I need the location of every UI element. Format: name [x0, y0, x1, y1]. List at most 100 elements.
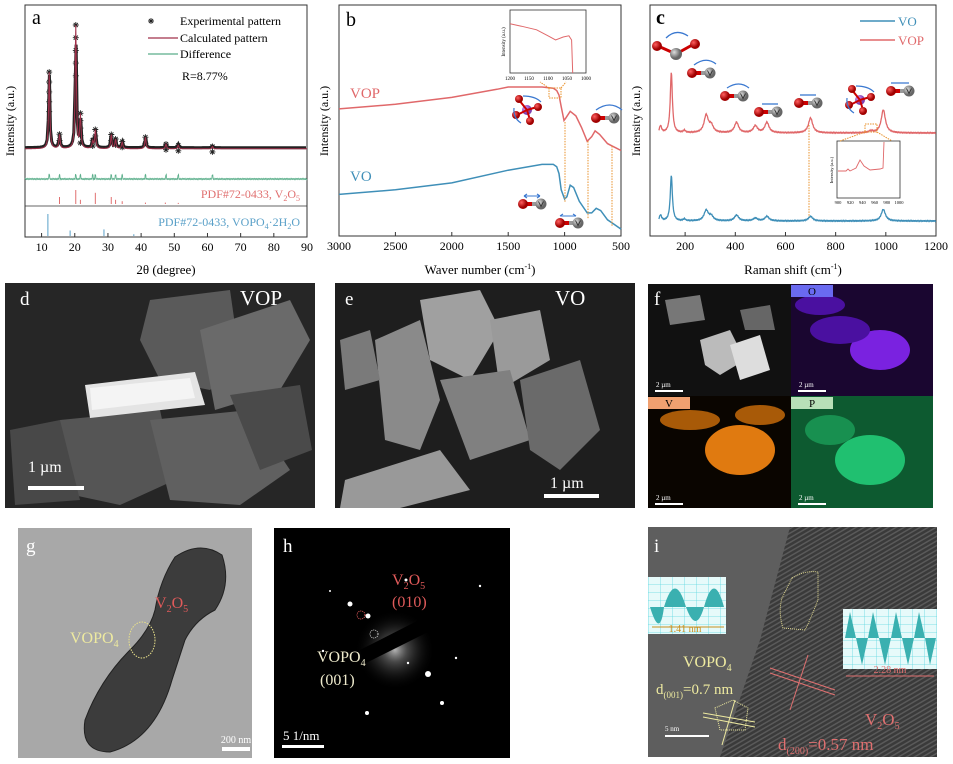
sample-label: VOP [240, 286, 282, 310]
x-tick-label: 40 [135, 240, 147, 254]
panel-e-sem-vo: e VO 1 µm [335, 283, 635, 508]
element-label-p: P [809, 398, 815, 410]
vo-bending-molecule-icon [590, 104, 623, 124]
sem-particles [10, 290, 312, 505]
legend-vo: VO [898, 14, 917, 29]
x-tick-label: 1000 [553, 239, 577, 253]
series-vo [658, 175, 937, 223]
inset-y-label: Intensity (a.u.) [502, 27, 507, 57]
vo-molecule-icon-5 [885, 82, 915, 97]
inset-ftir: 1200 1150 1100 1050 1000 Intensity (a.u.) [502, 9, 592, 99]
panel-d-sem-vop: d VOP 1 µm [5, 283, 315, 508]
inset-vop-line [509, 23, 574, 74]
vopo4-period-label: 1.41 nm [669, 624, 702, 635]
vopo4-label: VOPO4 [70, 630, 119, 650]
scale-bar [544, 494, 599, 498]
beam-stopper [360, 617, 428, 664]
inset-x-tick-label: 900 [835, 200, 843, 205]
sem-image: f 2 µm [648, 284, 791, 396]
inset-x-tick-label: 980 [883, 200, 891, 205]
legend-difference: Difference [180, 47, 231, 61]
series-label-vo: VO [350, 169, 372, 185]
scale-bar [282, 745, 324, 748]
guide-lines [564, 122, 613, 226]
series-label-vop: VOP [350, 86, 380, 102]
element-badge-p [791, 397, 833, 409]
vo-stretching-molecule-icon-1 [517, 193, 547, 210]
diffraction-spots [321, 578, 482, 715]
v2o5-label: V2O5 [155, 595, 188, 615]
v2o5-label: V2O5 [865, 710, 900, 732]
v2o5-d-spacing: d(200)=0.57 nm [778, 735, 873, 757]
panel-label-e: e [345, 289, 353, 310]
v2o5-label: V2O5 [392, 572, 425, 592]
y-axis-label: Intensity (a.u.) [317, 86, 331, 156]
scale-bar [665, 735, 709, 737]
x-tick-label: 1000 [874, 239, 898, 253]
vopo4-d-spacing: d(001)=0.7 nm [656, 682, 733, 700]
difference-line [24, 173, 308, 182]
legend: Experimental pattern Calculated pattern … [147, 14, 281, 83]
x-tick-label: 3000 [327, 239, 351, 253]
vo-molecule-icon-3 [753, 103, 783, 118]
x-tick-label: 400 [726, 239, 744, 253]
eds-map-p: P 2 µm [791, 396, 933, 508]
x-tick-label: 500 [612, 239, 630, 253]
x-tick-label: 800 [827, 239, 845, 253]
v2o5-lattice-region [720, 527, 937, 757]
inset-x-ticks: 900 920 940 960 980 1000 [835, 200, 905, 205]
x-tick-label: 2500 [383, 239, 407, 253]
vopo4-plane-label: (001) [320, 672, 355, 689]
y-axis-label: Intensity (a.u.) [3, 86, 17, 156]
panel-h-saed: h V2O5 (010) VOPO4 (001) 5 1/nm [274, 528, 510, 758]
ftir-plot-area [338, 86, 622, 230]
scale-bar-label: 200 nm [221, 735, 252, 746]
x-tick-label: 80 [268, 240, 280, 254]
vo-molecule-icon-1 [686, 59, 717, 79]
legend: VO VOP [860, 14, 924, 48]
scale-bar-label: 1 µm [28, 459, 62, 476]
v2o5-period-label: 2.28 nm [874, 665, 907, 676]
inset-plot-area: 1200 1150 1100 1050 1000 [505, 23, 592, 82]
nanorod [83, 547, 227, 753]
scale-bar [655, 390, 683, 392]
x-tick-label: 90 [301, 240, 313, 254]
inset-x-tick-label: 920 [847, 200, 855, 205]
x-tick-label: 50 [168, 240, 180, 254]
calculated-pattern [25, 24, 307, 150]
legend-calculated: Calculated pattern [180, 31, 268, 45]
inset-x-tick-label: 960 [871, 200, 879, 205]
experimental-point [45, 108, 53, 116]
x-tick-label: 1200 [924, 239, 948, 253]
y-axis-label: Intensity (a.u.) [629, 86, 643, 156]
x-tick-label: 600 [776, 239, 794, 253]
eds-map-v: V 2 µm [648, 396, 791, 508]
legend-experimental: Experimental pattern [180, 14, 281, 28]
experimental-point [45, 98, 53, 106]
scale-bar-label: 5 1/nm [283, 728, 319, 743]
x-tick-label: 60 [201, 240, 213, 254]
scale-bar [28, 486, 84, 490]
inset-zoom-box [548, 87, 562, 99]
r-factor-annotation: R=8.77% [182, 69, 228, 83]
v2o5-spacing-marker [769, 654, 836, 711]
scale-bar-label: 1 µm [550, 475, 584, 492]
x-tick-label: 2000 [440, 239, 464, 253]
panel-i-hrtem: 1.41 nm 2.28 nm i VOPO4 d(001)=0.7 nm V2… [648, 527, 937, 757]
series-vop [338, 86, 622, 152]
reference-v2o5-label: PDF#72-0433, V2O5 [201, 187, 300, 203]
panel-label-a: a [32, 7, 41, 29]
inset-vop-line [838, 141, 885, 172]
inset-x-tick-label: 1000 [895, 200, 905, 205]
inset-x-tick-label: 1050 [562, 77, 573, 82]
x-tick-label: 20 [69, 240, 81, 254]
v2o5-plane-label: (010) [392, 594, 427, 611]
inset-x-tick-label: 1150 [524, 77, 534, 82]
panel-label-f: f [654, 289, 661, 310]
panel-label-c: c [656, 7, 665, 29]
panel-g-tem: g V2O5 VOPO4 200 nm [18, 528, 252, 758]
panel-label-h: h [283, 536, 293, 557]
sem-particles [340, 290, 600, 508]
vo-molecule-icon-4 [793, 94, 823, 109]
